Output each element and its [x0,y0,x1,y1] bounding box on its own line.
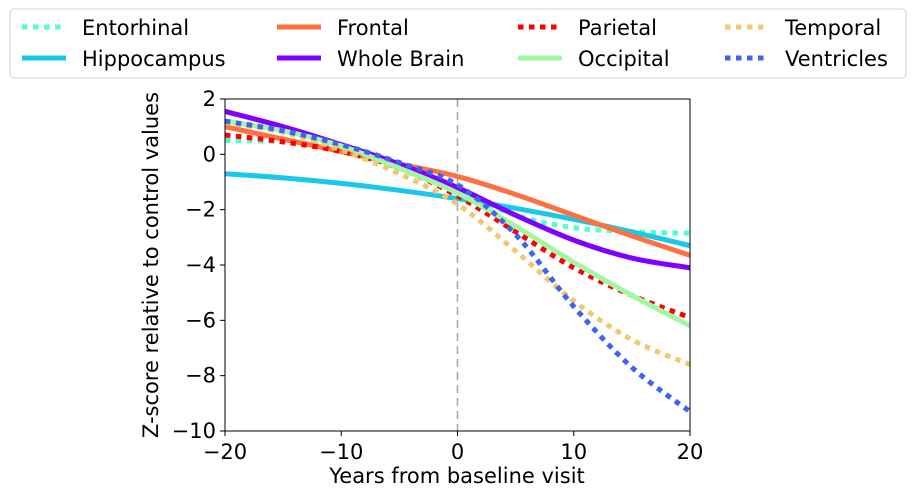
legend-label-whole-brain: Whole Brain [337,47,464,71]
plot-frame [224,98,691,432]
series-line-temporal [225,120,690,367]
x-tick-label: −20 [203,440,247,464]
legend-label-ventricles: Ventricles [785,47,888,71]
y-tick-label: −8 [185,364,216,388]
x-axis-label: Years from baseline visit [328,464,585,488]
y-axis-label: Z-score relative to control values [139,92,163,438]
series-line-frontal [225,124,690,258]
series-line-ventricles [225,118,690,414]
y-tick-label: 2 [203,87,216,111]
legend-label-occipital: Occipital [578,47,670,71]
y-tick-label: 0 [203,142,216,166]
y-tick-label: −6 [185,308,216,332]
legend-label-parietal: Parietal [578,16,657,40]
x-tick-label: 0 [451,440,464,464]
legend-box [9,8,907,79]
x-tick-label: 20 [677,440,704,464]
legend-label-entorhinal: Entorhinal [82,16,189,40]
y-tick-label: −4 [185,253,216,277]
legend-label-frontal: Frontal [337,16,409,40]
x-tick-label: 10 [560,440,587,464]
legend-label-hippocampus: Hippocampus [82,47,226,71]
x-tick-label: −10 [319,440,363,464]
y-tick-label: −10 [172,419,216,443]
legend-label-temporal: Temporal [784,16,881,40]
plot-area [225,99,690,431]
legend: Entorhinal Hippocampus Frontal Whole Brain P… [9,8,907,79]
y-tick-label: −2 [185,198,216,222]
